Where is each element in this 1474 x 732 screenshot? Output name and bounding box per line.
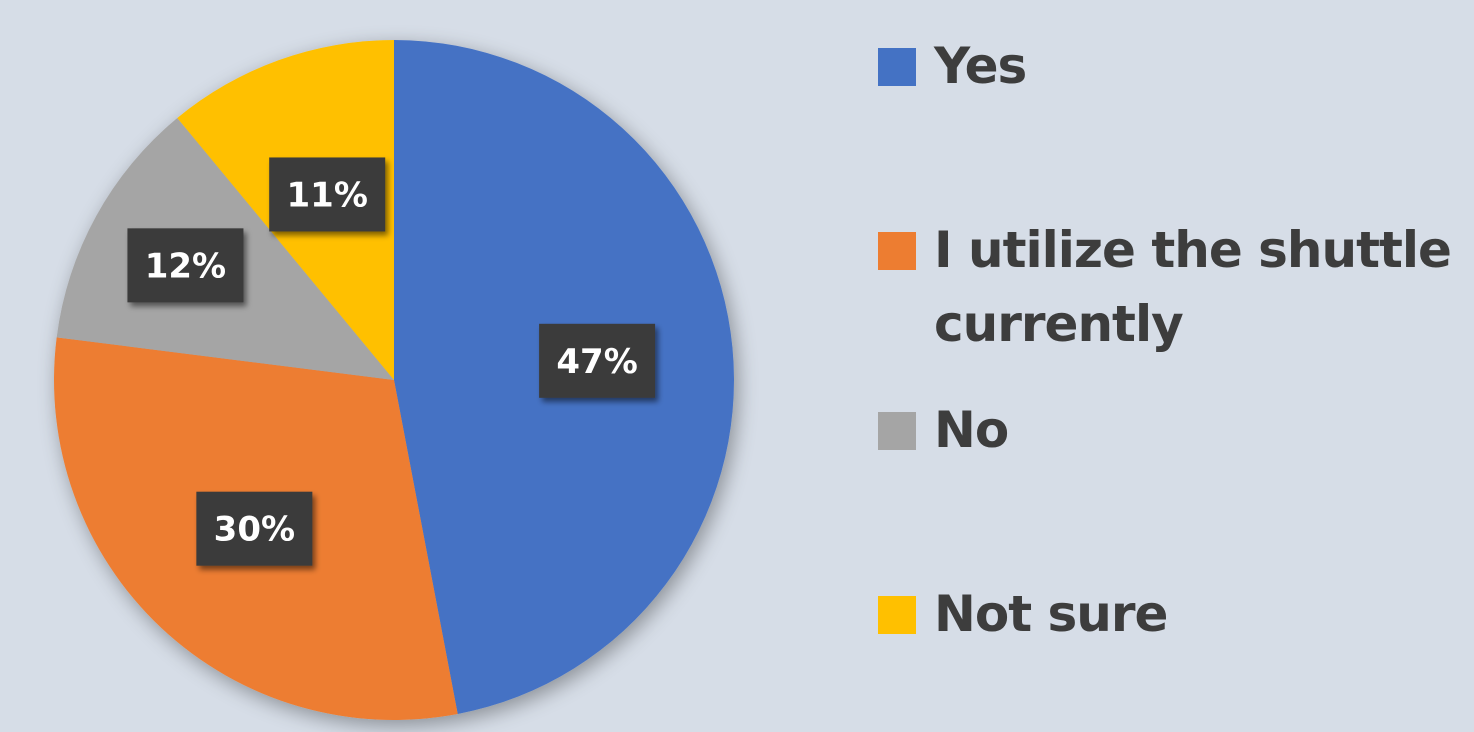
data-label-i-utilize-the-shuttle-currently: 30% [196, 491, 313, 566]
legend-label-not-sure: Not sure [934, 585, 1168, 643]
legend-label-no: No [934, 401, 1009, 459]
legend-swatch-shuttle [878, 232, 916, 270]
legend-label-yes: Yes [934, 37, 1027, 95]
data-label-yes: 47% [539, 323, 656, 398]
data-label-text: 30% [214, 510, 295, 550]
data-label-box [269, 157, 386, 232]
legend-label-shuttle-line1: I utilize the shuttle [934, 221, 1452, 279]
legend-label-shuttle-line2: currently [934, 295, 1184, 353]
data-label-box [539, 323, 656, 398]
legend-swatch-not-sure [878, 596, 916, 634]
data-label-text: 11% [287, 175, 368, 215]
pie-data-labels: 47% 30% 12% 11% [127, 157, 656, 566]
data-label-text: 47% [556, 342, 637, 382]
data-label-text: 12% [145, 246, 226, 286]
legend: Yes I utilize the shuttle currently No N… [878, 0, 1474, 732]
legend-swatch-no [878, 412, 916, 450]
data-label-box [127, 228, 244, 303]
pie-chart-svg: 47% 30% 12% 11% [53, 40, 735, 720]
pie-chart: 47% 30% 12% 11% [53, 40, 735, 720]
data-label-box [196, 491, 313, 566]
data-label-not-sure: 11% [269, 157, 386, 232]
legend-swatch-yes [878, 48, 916, 86]
data-label-no: 12% [127, 228, 244, 303]
